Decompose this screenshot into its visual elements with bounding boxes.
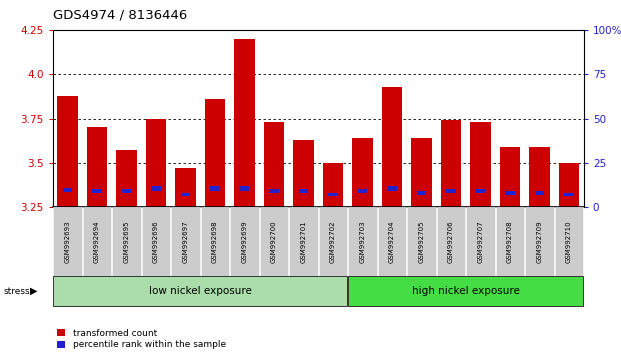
Text: GSM992707: GSM992707 (478, 220, 484, 263)
Text: GDS4974 / 8136446: GDS4974 / 8136446 (53, 9, 187, 22)
Bar (441, 120, 461, 207)
Text: ▶: ▶ (30, 286, 37, 296)
Bar (63, 188, 72, 192)
Bar (299, 189, 308, 193)
Text: GSM992710: GSM992710 (566, 220, 572, 263)
Text: GSM992708: GSM992708 (507, 220, 513, 263)
Text: GSM992695: GSM992695 (124, 220, 130, 263)
Text: GSM992699: GSM992699 (242, 220, 248, 263)
Text: GSM992703: GSM992703 (360, 220, 366, 263)
Bar (181, 193, 190, 196)
Text: GSM992697: GSM992697 (183, 220, 189, 263)
Text: stress: stress (3, 287, 30, 296)
Bar (500, 147, 520, 207)
Text: GSM992701: GSM992701 (301, 220, 307, 263)
Bar (57, 96, 78, 207)
Bar (122, 189, 131, 193)
Bar (564, 193, 574, 196)
Legend: transformed count, percentile rank within the sample: transformed count, percentile rank withi… (57, 329, 226, 349)
Bar (240, 186, 249, 191)
Text: GSM992696: GSM992696 (153, 220, 159, 263)
Text: GSM992693: GSM992693 (65, 220, 71, 263)
Bar (417, 191, 426, 195)
Bar (505, 191, 515, 195)
Bar (93, 189, 102, 193)
Bar (293, 140, 314, 207)
Text: GSM992705: GSM992705 (419, 220, 425, 263)
Text: GSM992694: GSM992694 (94, 220, 100, 263)
Bar (329, 193, 338, 196)
Text: GSM992709: GSM992709 (537, 220, 543, 263)
Bar (476, 189, 485, 193)
Bar (264, 122, 284, 207)
Bar (411, 138, 432, 207)
Bar (323, 163, 343, 207)
Bar (382, 87, 402, 207)
Bar (87, 127, 107, 207)
Bar (358, 189, 367, 193)
Bar (175, 168, 196, 207)
Text: GSM992698: GSM992698 (212, 220, 218, 263)
Bar (352, 138, 373, 207)
Bar (146, 119, 166, 207)
Text: high nickel exposure: high nickel exposure (412, 286, 520, 296)
Bar (205, 99, 225, 207)
Bar (446, 189, 456, 193)
Text: GSM992706: GSM992706 (448, 220, 454, 263)
Bar (535, 191, 544, 195)
Text: GSM992702: GSM992702 (330, 220, 336, 263)
Text: GSM992700: GSM992700 (271, 220, 277, 263)
Text: low nickel exposure: low nickel exposure (149, 286, 252, 296)
Bar (234, 39, 255, 207)
Bar (470, 122, 491, 207)
Bar (211, 186, 220, 191)
Bar (559, 163, 579, 207)
Bar (529, 147, 550, 207)
Bar (388, 186, 397, 191)
Text: GSM992704: GSM992704 (389, 220, 395, 263)
Bar (152, 186, 161, 191)
Bar (270, 189, 279, 193)
Bar (116, 150, 137, 207)
